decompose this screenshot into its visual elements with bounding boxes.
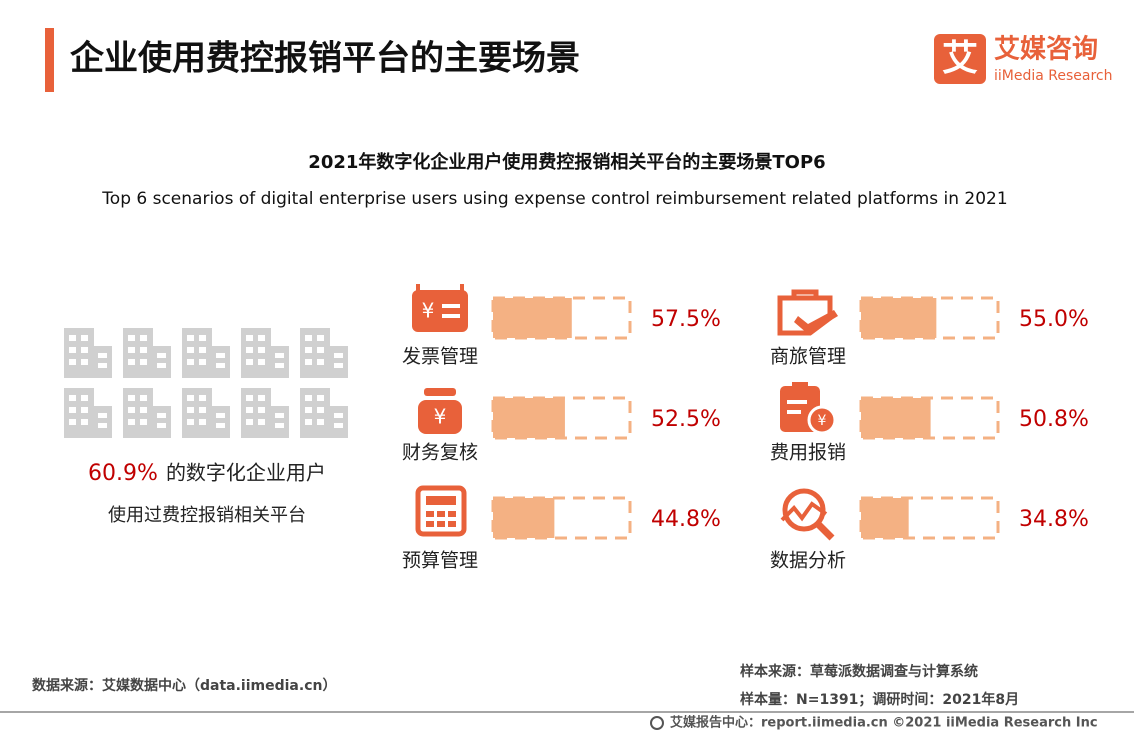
chart-subtitle: Top 6 scenarios of digital enterprise us…: [101, 189, 1007, 209]
bar: [861, 498, 909, 538]
building-base: [123, 328, 171, 378]
building-base: [182, 388, 230, 438]
value-label: 52.5%: [651, 407, 721, 432]
icon-finance: ¥: [418, 388, 462, 434]
building-base: [182, 328, 230, 378]
chart-title: 2021年数字化企业用户使用费控报销相关平台的主要场景TOP6: [308, 151, 825, 173]
building-base: [300, 328, 348, 378]
logo-en: iiMedia Research: [994, 68, 1113, 84]
bar-track: [491, 496, 632, 540]
category-label: 财务复核: [402, 442, 478, 464]
icon-budget: [415, 485, 467, 537]
icon-analysis: [780, 488, 835, 541]
icon-travel: [777, 289, 838, 336]
sample-source: 样本来源：草莓派数据调查与计算系统: [740, 663, 978, 680]
copyright: 艾媒报告中心：report.iimedia.cn ©2021 iiMedia R…: [670, 715, 1098, 731]
logo-cn: 艾媒咨询: [994, 34, 1098, 65]
svg-text:¥: ¥: [434, 405, 447, 429]
highlight-text: 的数字化企业用户: [166, 461, 326, 485]
logo-box: [934, 34, 986, 84]
bar: [861, 398, 931, 438]
bar: [493, 498, 555, 538]
title-accent: [45, 28, 54, 92]
value-label: 55.0%: [1019, 307, 1089, 332]
icon-invoice: ¥: [412, 284, 468, 332]
building-base: [64, 388, 112, 438]
source: 数据来源：艾媒数据中心（data.iimedia.cn）: [32, 677, 336, 694]
category-label: 商旅管理: [770, 346, 846, 368]
building-base: [300, 388, 348, 438]
category-label: 发票管理: [402, 346, 478, 368]
icon-expense: ¥: [780, 382, 837, 435]
building-base: [64, 328, 112, 378]
value-label: 34.8%: [1019, 507, 1089, 532]
bar-track: [859, 496, 1000, 540]
building-base: [241, 328, 289, 378]
sample: 样本量：N=1391；调研时间：2021年8月: [740, 691, 1019, 708]
category-label: 预算管理: [402, 550, 478, 572]
logo-mark: 艾: [942, 38, 978, 79]
category-label: 费用报销: [770, 442, 846, 464]
category-label: 数据分析: [770, 550, 846, 572]
bar: [493, 298, 572, 338]
svg-text:¥: ¥: [818, 413, 827, 429]
highlight-text2: 使用过费控报销相关平台: [108, 505, 306, 526]
value-label: 50.8%: [1019, 407, 1089, 432]
building-base: [241, 388, 289, 438]
value-label: 57.5%: [651, 307, 721, 332]
page-title: 企业使用费控报销平台的主要场景: [70, 39, 580, 79]
value-label: 44.8%: [651, 507, 721, 532]
icons: ¥ ¥ ¥: [412, 284, 838, 541]
highlight-value: 60.9%: [88, 461, 158, 486]
globe-icon: [650, 716, 664, 730]
svg-text:¥: ¥: [422, 299, 435, 323]
bar: [861, 298, 937, 338]
bar: [493, 398, 565, 438]
building-base: [123, 388, 171, 438]
